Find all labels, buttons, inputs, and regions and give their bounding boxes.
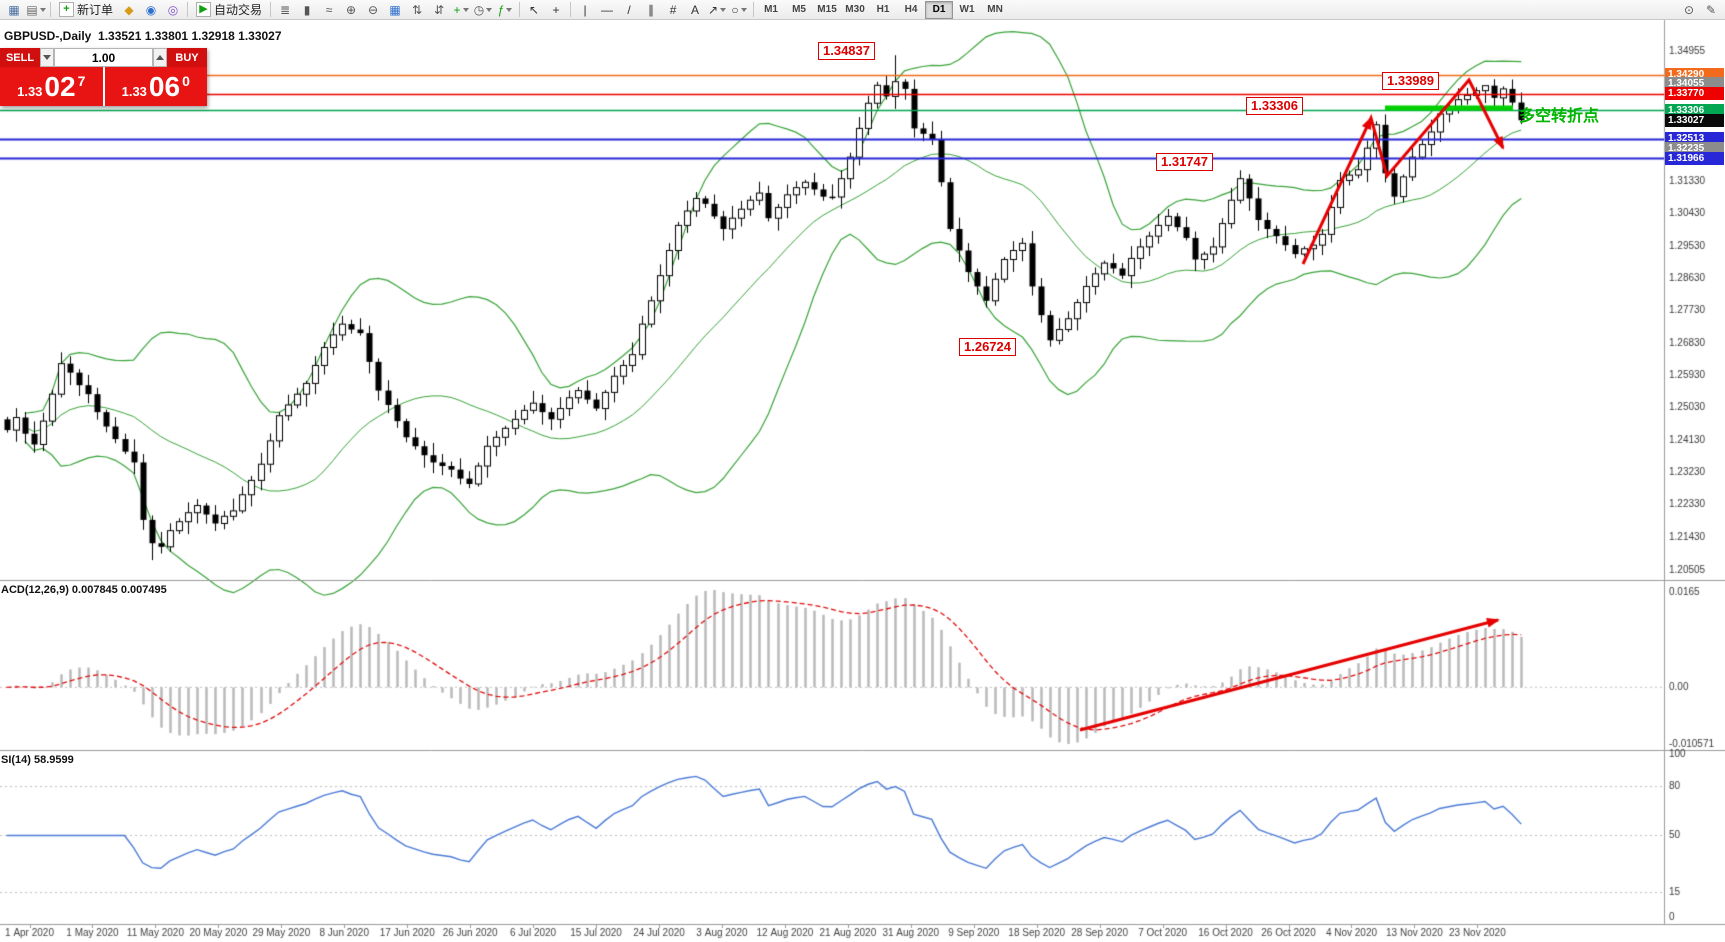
vertical-line-icon[interactable]: | <box>583 2 587 17</box>
autotrading-button-icon: ▶ <box>196 2 212 17</box>
dropdown-caret-icon <box>39 7 46 12</box>
toolbar-separator <box>519 2 521 17</box>
buy-price-big: 06 <box>148 70 181 102</box>
toolbar-separator <box>187 2 189 17</box>
price-tag-1.32513: 1.32513 <box>1665 132 1724 146</box>
new-order-button-label: 新订单 <box>77 3 114 17</box>
autotrading-button[interactable]: ▶ 自动交易 <box>191 1 267 18</box>
profiles-icon[interactable]: ▤ <box>25 0 47 19</box>
bar-chart-icon[interactable]: ≣ <box>280 2 291 17</box>
timeframe-m5[interactable]: M5 <box>792 4 806 15</box>
dropdown-caret-icon <box>740 7 747 12</box>
toolbar-separator <box>270 2 272 17</box>
sell-price-prefix: 1.33 <box>17 84 43 99</box>
volume-down-button[interactable] <box>40 48 54 67</box>
timeframe-m1[interactable]: M1 <box>764 4 778 15</box>
candlestick-chart-icon[interactable]: ▮ <box>303 2 311 17</box>
tile-windows-icon[interactable]: ▦ <box>389 2 401 17</box>
autotrading-button-label: 自动交易 <box>214 3 263 17</box>
timeframe-d1[interactable]: D1 <box>925 0 954 19</box>
new-chart-icon[interactable]: ▦ <box>8 2 20 17</box>
price-tag-1.31966: 1.31966 <box>1665 151 1724 165</box>
periods-icon[interactable]: ◷ <box>472 0 494 19</box>
shapes-icon[interactable]: ○ <box>728 0 750 19</box>
cursor-icon[interactable]: ↖ <box>529 2 540 17</box>
turning-point-label[interactable]: 多空转折点 <box>1519 108 1600 125</box>
add-indicator-icon[interactable]: + <box>450 0 472 19</box>
timeframe-w1[interactable]: W1 <box>959 4 975 15</box>
triangle-down-icon <box>43 55 51 60</box>
text-label-icon[interactable]: A <box>691 2 700 17</box>
indicators-icon[interactable]: ƒ <box>494 0 516 19</box>
volume-input[interactable] <box>54 48 153 67</box>
line-chart-icon[interactable]: ≈ <box>325 2 333 17</box>
new-order-button[interactable]: + 新订单 <box>54 1 118 18</box>
annotation-price-label[interactable]: 1.33306 <box>1246 97 1303 115</box>
timeframe-m30[interactable]: M30 <box>845 4 865 15</box>
crosshair-icon[interactable]: + <box>552 2 560 17</box>
toolbar-separator <box>50 2 51 17</box>
toolbar: ▦ ▤ + 新订单 ◆ ◉ ◎ ▶ 自动交易 ≣ ▮ ≈ ⊕ ⊖ ▦ ⇅ ⇵ + ◷ ƒ ↖ + | — / ∥ # A ↗ ○ M1 M5 M… <box>0 0 1725 20</box>
one-click-trading-panel: SELL BUY 1.33 02 7 1.33 06 0 <box>0 48 207 106</box>
timeframe-mn[interactable]: MN <box>987 4 1003 15</box>
sounds-icon[interactable]: ◎ <box>167 2 179 17</box>
new-order-button-icon: + <box>59 2 74 17</box>
macd-indicator-label: ACD(12,26,9) 0.007845 0.007495 <box>1 584 167 596</box>
price-tag-1.33306: 1.33306 <box>1665 103 1724 117</box>
sell-price-button[interactable]: 1.33 02 7 <box>0 67 103 106</box>
market-watch-icon[interactable]: ◆ <box>124 2 134 17</box>
dropdown-caret-icon <box>720 7 727 12</box>
trendline-icon[interactable]: / <box>627 2 631 17</box>
channel-icon[interactable]: ∥ <box>648 2 655 17</box>
cascade-windows-icon[interactable]: ⇵ <box>434 2 445 17</box>
toolbar-separator <box>753 2 755 17</box>
horizontal-line-icon[interactable]: — <box>601 2 614 17</box>
annotation-price-label[interactable]: 1.31747 <box>1156 153 1213 171</box>
buy-price-prefix: 1.33 <box>121 84 147 99</box>
dropdown-caret-icon <box>506 7 513 12</box>
zoom-out-icon[interactable]: ⊖ <box>368 2 379 17</box>
volume-up-button[interactable] <box>153 48 167 67</box>
arrange-windows-icon[interactable]: ⇅ <box>412 2 423 17</box>
price-tag-1.34055: 1.34055 <box>1665 76 1724 90</box>
buy-button[interactable]: BUY <box>167 48 207 67</box>
data-window-icon[interactable]: ◉ <box>145 2 157 17</box>
price-tag-1.33770: 1.33770 <box>1665 87 1724 101</box>
toolbar-separator <box>570 2 572 17</box>
timeframe-h1[interactable]: H1 <box>876 4 890 15</box>
dropdown-caret-icon <box>462 7 469 12</box>
search-icon[interactable]: ⊙ <box>1683 2 1695 17</box>
sell-button[interactable]: SELL <box>0 48 40 67</box>
chart-title: GBPUSD-,Daily 1.33521 1.33801 1.32918 1.… <box>4 29 282 43</box>
annotation-price-label[interactable]: 1.34837 <box>818 42 875 60</box>
zoom-in-icon[interactable]: ⊕ <box>346 2 357 17</box>
quick-edit-icon[interactable]: ✎ <box>1705 2 1717 17</box>
triangle-up-icon <box>156 55 164 60</box>
timeframe-h4[interactable]: H4 <box>904 4 918 15</box>
sell-price-sup: 7 <box>77 72 86 89</box>
sell-price-big: 02 <box>44 70 76 102</box>
rsi-indicator-label: SI(14) 58.9599 <box>1 754 74 766</box>
buy-price-sup: 0 <box>182 72 190 89</box>
annotation-price-label[interactable]: 1.26724 <box>959 338 1016 356</box>
fibonacci-icon[interactable]: # <box>669 2 677 17</box>
arrows-tool-icon[interactable]: ↗ <box>706 0 728 19</box>
price-tag-1.33027: 1.33027 <box>1665 113 1724 127</box>
dropdown-caret-icon <box>486 7 493 12</box>
annotation-price-label[interactable]: 1.33989 <box>1382 72 1439 90</box>
timeframe-m15[interactable]: M15 <box>817 4 837 15</box>
buy-price-button[interactable]: 1.33 06 0 <box>104 67 207 106</box>
